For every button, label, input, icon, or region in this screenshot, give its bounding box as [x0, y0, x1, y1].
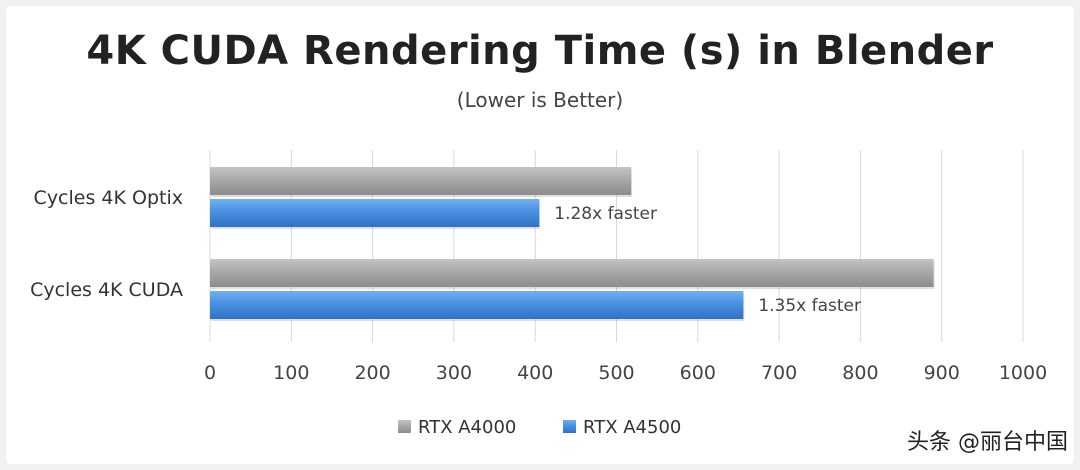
- x-tick-label: 800: [842, 362, 878, 384]
- x-tick-label: 300: [436, 362, 472, 384]
- bar-rtx-a4000: [210, 259, 934, 287]
- bar-rtx-a4000: [210, 167, 632, 195]
- x-tick-label: 0: [204, 362, 216, 384]
- chart-background: [6, 6, 1074, 464]
- legend-label: RTX A4000: [418, 417, 516, 438]
- legend-label: RTX A4500: [583, 417, 681, 438]
- legend-swatch: [563, 420, 576, 433]
- x-tick-label: 500: [598, 362, 634, 384]
- x-tick-label: 400: [517, 362, 553, 384]
- x-tick-label: 1000: [999, 362, 1047, 384]
- x-tick-label: 200: [354, 362, 390, 384]
- legend-swatch: [398, 420, 411, 433]
- bar-rtx-a4500: [210, 199, 540, 227]
- watermark-text: 头条 @丽台中国: [907, 430, 1068, 455]
- x-tick-label: 100: [273, 362, 309, 384]
- x-tick-label: 700: [761, 362, 797, 384]
- speedup-label: 1.35x faster: [758, 296, 861, 316]
- x-tick-label: 600: [680, 362, 716, 384]
- category-label: Cycles 4K Optix: [34, 187, 183, 209]
- speedup-label: 1.28x faster: [554, 204, 657, 224]
- bar-rtx-a4500: [210, 291, 744, 319]
- category-label: Cycles 4K CUDA: [30, 279, 183, 301]
- x-tick-label: 900: [924, 362, 960, 384]
- chart-title: 4K CUDA Rendering Time (s) in Blender: [86, 28, 994, 74]
- chart-subtitle: (Lower is Better): [456, 88, 624, 112]
